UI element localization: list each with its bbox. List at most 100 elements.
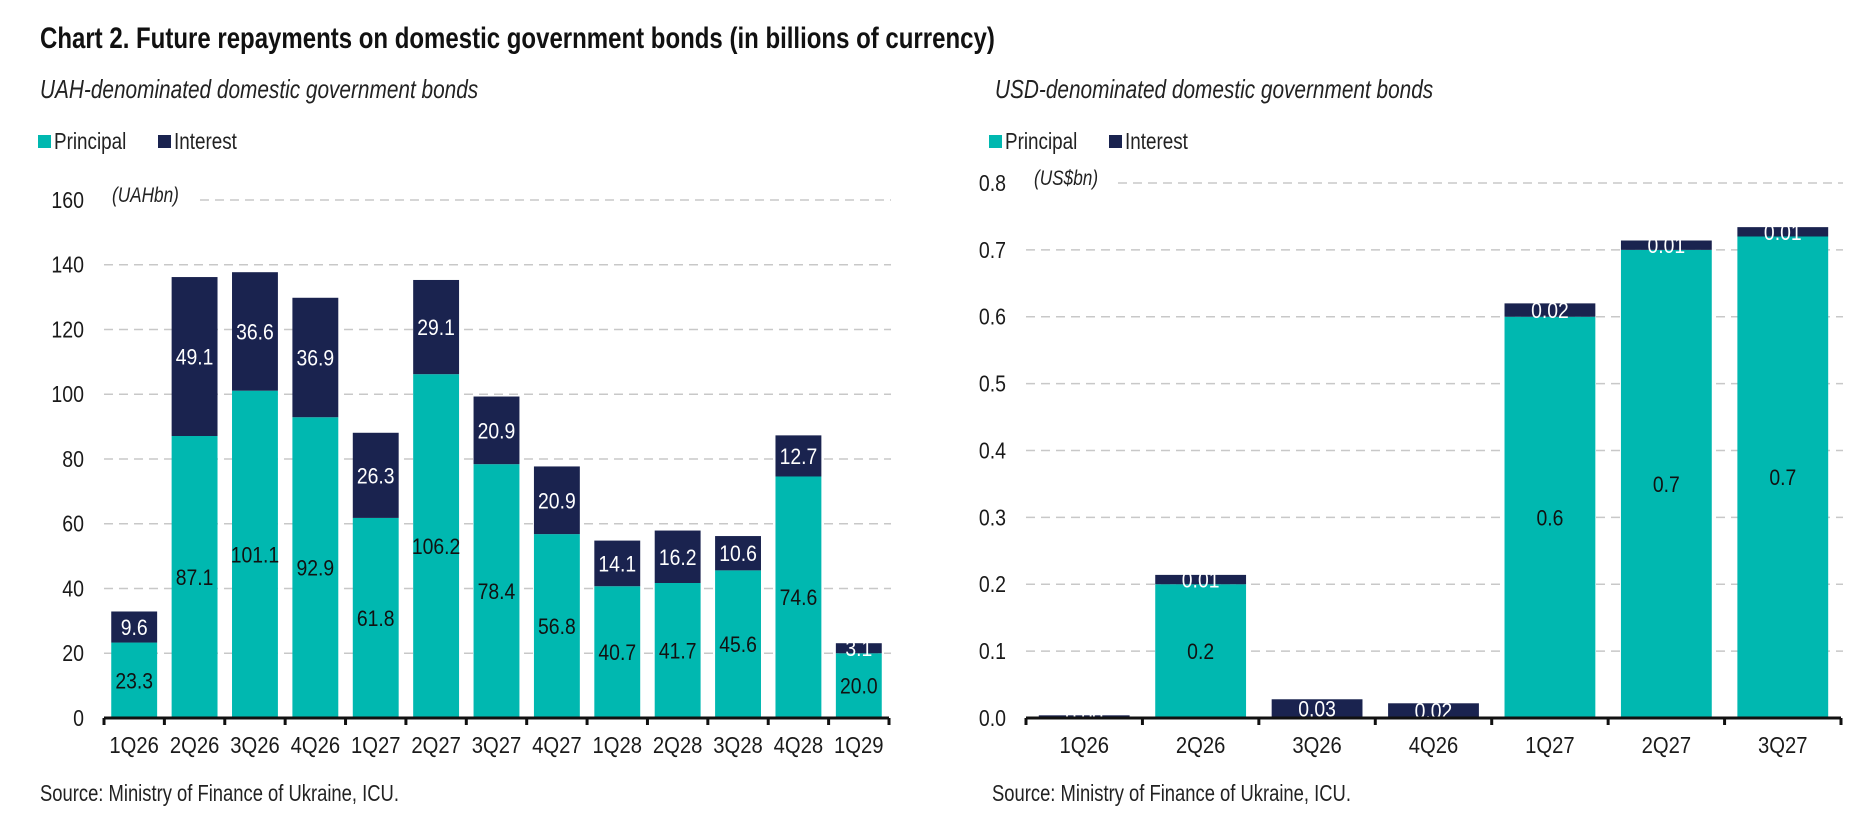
legend-item-interest: Interest xyxy=(1109,128,1202,155)
y-tick-label: 0.7 xyxy=(979,237,1006,263)
x-tick-label: 1Q26 xyxy=(1059,732,1109,759)
y-tick-label: 0.2 xyxy=(979,572,1006,598)
x-tick-label: 4Q27 xyxy=(532,732,582,759)
principal-data-label: 45.6 xyxy=(719,633,757,657)
interest-bar xyxy=(413,279,460,375)
left-subtitle-text: UAH-denominated domestic government bond… xyxy=(40,74,479,104)
legend-label-principal: Principal xyxy=(54,128,127,154)
interest-swatch xyxy=(1109,135,1123,148)
unit-label: (US$bn) xyxy=(1034,168,1098,191)
principal-bar xyxy=(352,517,399,718)
principal-bar xyxy=(111,642,158,718)
y-tick-label: 0 xyxy=(73,706,84,732)
left-source-note: Source: Ministry of Finance of Ukraine, … xyxy=(40,780,489,807)
right-chart-subtitle: USD-denominated domestic government bond… xyxy=(995,74,1543,105)
interest-data-label: 36.9 xyxy=(297,346,335,370)
principal-data-label: 74.6 xyxy=(780,586,818,610)
x-tick-label: 3Q26 xyxy=(230,732,280,759)
principal-data-label: 23.3 xyxy=(115,669,153,693)
interest-bar xyxy=(533,466,580,535)
interest-bar xyxy=(594,540,641,587)
interest-bar xyxy=(352,432,399,518)
interest-data-label: 36.6 xyxy=(236,320,274,344)
principal-data-label: 106.2 xyxy=(412,535,460,559)
principal-bar xyxy=(654,582,701,718)
principal-swatch xyxy=(989,135,1002,148)
main-title-text: Chart 2. Future repayments on domestic g… xyxy=(40,22,995,55)
interest-data-label: 0.01 xyxy=(1764,221,1802,245)
y-tick-label: 0.6 xyxy=(979,304,1006,330)
principal-bar xyxy=(835,653,882,718)
x-tick-label: 3Q28 xyxy=(713,732,763,759)
principal-data-label: 87.1 xyxy=(176,566,214,590)
interest-data-label: 20.9 xyxy=(538,489,576,513)
y-tick-label: 0.4 xyxy=(979,438,1006,464)
interest-data-label: 10.6 xyxy=(719,542,757,566)
y-tick-label: 0.1 xyxy=(979,639,1006,665)
interest-data-label: 14.1 xyxy=(598,552,636,576)
x-tick-label: 2Q27 xyxy=(1642,732,1692,759)
x-tick-label: 1Q27 xyxy=(1525,732,1575,759)
interest-data-label: 0.01 xyxy=(1648,234,1686,258)
interest-bar xyxy=(111,611,158,643)
interest-bar xyxy=(835,643,882,654)
principal-bar xyxy=(594,586,641,718)
legend-item-interest: Interest xyxy=(158,128,251,155)
unit-label: (UAHbn) xyxy=(112,185,179,208)
interest-data-label: 16.2 xyxy=(659,546,697,570)
interest-data-label: 0.01 xyxy=(1182,568,1220,592)
x-tick-label: 2Q27 xyxy=(411,732,461,759)
right-source-text: Source: Ministry of Finance of Ukraine, … xyxy=(992,780,1351,806)
principal-swatch xyxy=(38,135,51,148)
x-tick-label: 4Q26 xyxy=(291,732,341,759)
interest-bar xyxy=(1155,574,1247,585)
left-legend: Principal Interest xyxy=(38,128,277,155)
x-tick-label: 1Q28 xyxy=(593,732,643,759)
left-source-text: Source: Ministry of Finance of Ukraine, … xyxy=(40,780,399,806)
right-source-note: Source: Ministry of Finance of Ukraine, … xyxy=(992,780,1441,807)
principal-bar xyxy=(473,464,520,718)
principal-bar xyxy=(413,374,460,718)
principal-data-label: 0.2 xyxy=(1187,640,1214,664)
principal-data-label: 61.8 xyxy=(357,607,395,631)
principal-data-label: 56.8 xyxy=(538,615,576,639)
interest-data-label: 3.1 xyxy=(845,637,872,661)
interest-bar xyxy=(1737,227,1829,237)
principal-data-label: 101.1 xyxy=(231,543,279,567)
interest-swatch xyxy=(158,135,172,148)
interest-data-label: 0.02 xyxy=(1415,700,1453,724)
interest-bar xyxy=(171,277,218,437)
principal-bar xyxy=(1504,316,1596,718)
x-tick-label: 2Q26 xyxy=(170,732,220,759)
x-tick-label: 3Q27 xyxy=(472,732,522,759)
legend-label-principal: Principal xyxy=(1005,128,1078,154)
principal-data-label: 41.7 xyxy=(659,639,697,663)
x-tick-label: 4Q28 xyxy=(774,732,824,759)
interest-bar xyxy=(1271,699,1363,718)
principal-data-label: 0.6 xyxy=(1536,506,1563,530)
x-tick-label: 3Q26 xyxy=(1292,732,1342,759)
x-tick-label: 1Q27 xyxy=(351,732,401,759)
y-tick-label: 40 xyxy=(62,576,84,602)
chart-main-title: Chart 2. Future repayments on domestic g… xyxy=(40,22,1234,56)
interest-bar xyxy=(1504,303,1596,317)
principal-bar xyxy=(232,390,278,718)
interest-data-label: 49.1 xyxy=(176,345,214,369)
x-tick-label: 3Q27 xyxy=(1758,732,1808,759)
principal-bar xyxy=(171,436,218,718)
principal-bar xyxy=(715,570,761,718)
interest-data-label: 12.7 xyxy=(780,445,818,469)
principal-bar xyxy=(775,476,822,718)
left-chart-subtitle: UAH-denominated domestic government bond… xyxy=(40,74,588,105)
principal-data-label: 92.9 xyxy=(297,557,335,581)
y-tick-label: 160 xyxy=(51,188,84,214)
uah-bonds-chart: 0 20 40 60 80 100 120 140 160 (UAHbn) 23.3 9.6 1Q26 8… xyxy=(51,185,891,759)
principal-data-label: 78.4 xyxy=(478,580,516,604)
x-tick-label: 1Q29 xyxy=(834,732,884,759)
interest-bar xyxy=(715,536,761,571)
legend-label-interest: Interest xyxy=(174,128,238,154)
interest-data-label: 20.9 xyxy=(478,419,516,443)
x-tick-label: 2Q26 xyxy=(1176,732,1226,759)
y-tick-label: 120 xyxy=(51,317,84,343)
usd-bonds-chart: 0.00.10.20.30.40.50.60.70.8 (US$bn)0.001Q… xyxy=(979,168,1843,759)
